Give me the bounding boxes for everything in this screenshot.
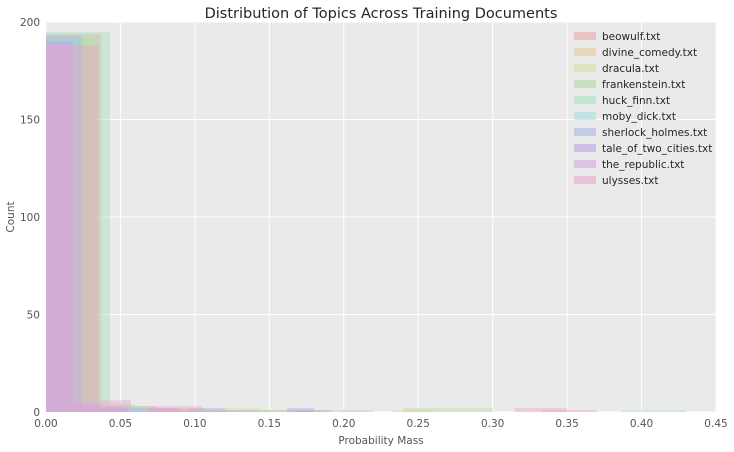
histogram-bar xyxy=(147,408,173,412)
histogram-bar xyxy=(340,410,374,412)
histogram-bar xyxy=(287,408,314,412)
legend-swatch xyxy=(574,144,596,152)
histogram-bar xyxy=(46,37,79,412)
histogram-bar xyxy=(46,37,90,412)
histogram-bar xyxy=(81,408,118,412)
histogram-bar xyxy=(153,408,180,412)
y-tick-label: 50 xyxy=(27,310,40,322)
legend-label: moby_dick.txt xyxy=(602,111,676,123)
histogram-bar xyxy=(153,408,207,412)
legend-swatch xyxy=(574,96,596,104)
histogram-bar xyxy=(101,406,157,412)
legend-label: dracula.txt xyxy=(602,63,659,75)
histogram-bar xyxy=(98,400,131,412)
legend-label: frankenstein.txt xyxy=(602,79,685,91)
legend-label: huck_finn.txt xyxy=(602,95,670,107)
legend-swatch xyxy=(574,112,596,120)
histogram-bar xyxy=(90,404,136,412)
histogram-bar xyxy=(211,410,267,412)
legend-swatch xyxy=(574,128,596,136)
histogram-bar xyxy=(72,404,100,412)
histogram-bar xyxy=(238,410,303,412)
histogram-bar xyxy=(46,43,72,412)
histogram-bar xyxy=(46,33,102,412)
y-tick-label: 0 xyxy=(33,407,40,419)
histogram-bar xyxy=(266,410,322,412)
histogram-bar xyxy=(224,410,270,412)
x-tick-label: 0.20 xyxy=(332,418,355,430)
histogram-bar xyxy=(117,408,154,412)
histogram-bar xyxy=(403,408,493,412)
histogram-bar xyxy=(46,41,73,412)
histogram-bar xyxy=(111,406,145,412)
legend-label: sherlock_holmes.txt xyxy=(602,127,707,139)
y-tick-label: 150 xyxy=(20,115,40,127)
histogram-bar xyxy=(209,410,243,412)
x-tick-label: 0.30 xyxy=(481,418,504,430)
histogram-bar xyxy=(150,406,203,412)
y-tick-label: 200 xyxy=(20,17,40,29)
histogram-bar xyxy=(202,410,255,412)
histogram-bar xyxy=(180,410,225,412)
histogram-bar xyxy=(188,408,225,412)
histogram-bar xyxy=(110,408,175,412)
histogram-bar xyxy=(46,37,91,412)
legend-label: divine_comedy.txt xyxy=(602,47,697,59)
histogram-bar xyxy=(622,410,687,412)
y-tick-labels: 0 50 100 150 200 xyxy=(20,17,40,419)
y-axis-label: Count xyxy=(5,201,17,232)
histogram-bar xyxy=(46,31,111,412)
x-tick-label: 0.05 xyxy=(109,418,132,430)
histogram-bar xyxy=(99,406,154,412)
histogram-bar xyxy=(260,410,314,412)
histogram-bar xyxy=(78,406,112,412)
histogram-bar xyxy=(89,406,133,412)
histogram-bar xyxy=(156,410,212,412)
histogram-bar xyxy=(96,406,122,412)
histogram-bar xyxy=(71,402,97,412)
legend-label: ulysses.txt xyxy=(602,175,658,187)
histogram-bar xyxy=(218,408,262,412)
legend-label: the_republic.txt xyxy=(602,159,684,171)
histogram-bar xyxy=(99,408,127,412)
histogram-bar xyxy=(296,410,332,412)
x-tick-label: 0.15 xyxy=(258,418,281,430)
histogram-bar xyxy=(391,410,435,412)
legend-label: beowulf.txt xyxy=(602,31,660,43)
x-tick-label: 0.25 xyxy=(407,418,430,430)
legend: beowulf.txt divine_comedy.txt dracula.txt f… xyxy=(574,31,712,187)
histogram-bar xyxy=(314,410,368,412)
legend-swatch xyxy=(574,160,596,168)
x-axis-label: Probability Mass xyxy=(338,435,423,447)
histogram-bar xyxy=(541,410,597,412)
x-tick-label: 0.45 xyxy=(704,418,727,430)
histogram-bar xyxy=(46,45,99,413)
histogram-bar xyxy=(132,408,176,412)
legend-swatch xyxy=(574,32,596,40)
x-tick-label: 0.10 xyxy=(183,418,206,430)
x-tick-label: 0.40 xyxy=(630,418,653,430)
legend-swatch xyxy=(574,48,596,56)
legend-swatch xyxy=(574,176,596,184)
gridlines xyxy=(45,21,717,413)
x-tick-label: 0.00 xyxy=(34,418,57,430)
x-tick-label: 0.35 xyxy=(555,418,578,430)
y-tick-label: 100 xyxy=(20,212,40,224)
histogram-bar xyxy=(174,410,239,412)
bars-group xyxy=(46,31,687,413)
histogram-bar xyxy=(46,35,82,413)
histogram-bar xyxy=(46,35,100,413)
x-tick-labels: 0.00 0.05 0.10 0.15 0.20 0.25 0.30 0.35 0.40 0.45 xyxy=(34,418,727,430)
histogram-bar xyxy=(172,410,198,412)
legend-swatch xyxy=(574,80,596,88)
legend-swatch xyxy=(574,64,596,72)
histogram-bar xyxy=(515,408,568,412)
legend-label: tale_of_two_cities.txt xyxy=(602,143,712,155)
chart-title: Distribution of Topics Across Training D… xyxy=(205,6,558,22)
